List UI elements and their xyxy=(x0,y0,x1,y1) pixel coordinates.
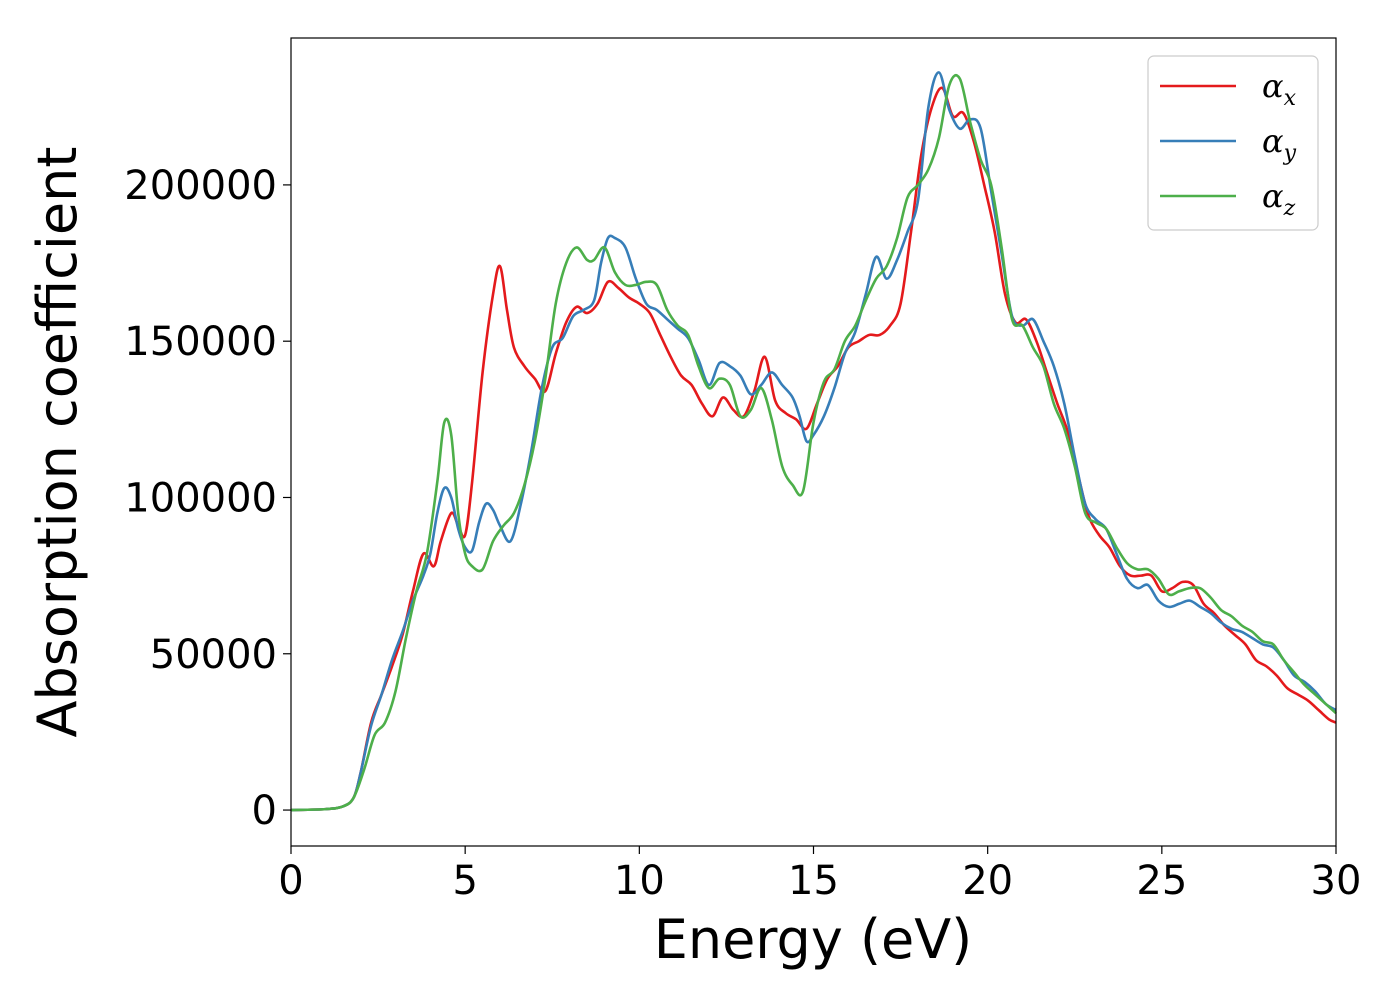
y-tick-label: 200000 xyxy=(124,163,277,209)
legend: αx αy αz xyxy=(1147,55,1319,231)
y-axis-title: Absorption coefficient xyxy=(26,147,89,738)
x-tick-label: 15 xyxy=(788,858,839,904)
series-layer xyxy=(290,71,1337,812)
x-tick-label: 0 xyxy=(278,858,303,904)
series-line-y xyxy=(290,71,1337,812)
legend-label-x: αx xyxy=(1262,67,1297,111)
legend-label-y: αy xyxy=(1262,122,1297,166)
legend-box xyxy=(1147,55,1319,231)
x-tick-label: 5 xyxy=(452,858,477,904)
series-line-z xyxy=(290,73,1337,812)
y-tick-label: 100000 xyxy=(124,475,277,521)
x-axis: 0 5 10 15 20 25 30 xyxy=(278,846,1361,904)
y-axis: 0 50000 100000 150000 200000 xyxy=(124,163,291,834)
x-tick-label: 10 xyxy=(614,858,665,904)
x-tick-label: 25 xyxy=(1136,858,1187,904)
x-tick-label: 20 xyxy=(962,858,1013,904)
x-tick-label: 30 xyxy=(1311,858,1362,904)
y-tick-label: 150000 xyxy=(124,319,277,365)
legend-label-z: αz xyxy=(1262,177,1296,221)
y-tick-label: 0 xyxy=(252,788,277,834)
y-tick-label: 50000 xyxy=(150,632,277,678)
x-axis-title: Energy (eV) xyxy=(654,908,973,971)
